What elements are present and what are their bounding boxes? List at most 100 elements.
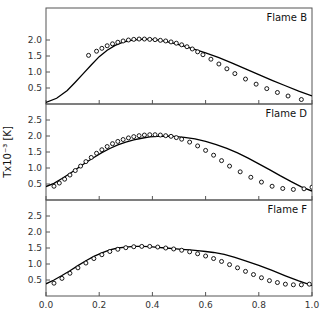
plot-data (46, 244, 312, 286)
scatter-point (169, 40, 173, 44)
scatter-point (79, 164, 83, 168)
y-tick-label: 1.0 (28, 67, 43, 77)
x-tick-label: 0.0 (39, 300, 54, 310)
scatter-point (100, 46, 104, 50)
scatter-point (254, 82, 258, 86)
scatter-point (225, 67, 229, 71)
scatter-point (57, 181, 61, 185)
scatter-point (158, 133, 162, 137)
y-tick (46, 88, 50, 89)
scatter-point (100, 148, 104, 152)
scatter-point (275, 90, 279, 94)
scatter-point (137, 37, 141, 41)
x-tick (258, 196, 259, 200)
y-tick-label: 1.5 (28, 147, 42, 157)
scatter-point (105, 44, 109, 48)
scatter-point (220, 159, 224, 163)
scatter-point (291, 187, 295, 191)
y-tick-label: 0.5 (28, 179, 42, 189)
background (0, 0, 320, 320)
x-tick-label: 1.0 (305, 300, 320, 310)
scatter-point (286, 94, 290, 98)
scatter-point (217, 62, 221, 66)
scatter-point (132, 135, 136, 139)
line (46, 136, 312, 191)
scatter-point (267, 279, 271, 283)
scatter-point (259, 276, 263, 280)
line (46, 246, 312, 285)
y-tick (46, 232, 50, 233)
x-tick (152, 100, 153, 104)
scatter-point (196, 144, 200, 148)
scatter-point (84, 160, 88, 164)
scatter-point (108, 250, 112, 254)
x-tick-label: 0.2 (92, 300, 106, 310)
scatter-point (52, 184, 56, 188)
scatter-point (174, 136, 178, 140)
scatter-point (228, 263, 232, 267)
scatter-point (156, 245, 160, 249)
chart: 0.51.01.52.0Flame B0.51.01.52.02.5Flame … (0, 0, 320, 320)
y-tick-label: 0.5 (28, 83, 42, 93)
scatter-point (116, 139, 120, 143)
y-tick (46, 120, 50, 121)
scatter-point (201, 53, 205, 57)
scatter-point (63, 177, 67, 181)
x-tick (46, 196, 47, 200)
scatter-point (291, 283, 295, 287)
scatter-point (283, 282, 287, 286)
scatter-point (244, 77, 248, 81)
plot-data (46, 37, 312, 102)
scatter-point (265, 87, 269, 91)
y-tick (46, 280, 50, 281)
scatter-point (116, 247, 120, 251)
scatter-point (164, 39, 168, 43)
scatter-point (233, 72, 237, 76)
y-tick-label: 1.5 (28, 51, 42, 61)
scatter-point (95, 151, 99, 155)
scatter-point (204, 148, 208, 152)
scatter-point (299, 283, 303, 287)
y-tick (46, 72, 50, 73)
scatter-point (73, 169, 77, 173)
scatter-point (174, 41, 178, 45)
x-tick (258, 100, 259, 104)
scatter-point (249, 175, 253, 179)
x-tick (152, 292, 153, 296)
scatter-point (84, 261, 88, 265)
panel-title: Flame F (268, 204, 308, 215)
scatter-point (153, 38, 157, 42)
scatter-point (164, 134, 168, 138)
scatter-point (137, 134, 141, 138)
scatter-point (302, 187, 306, 191)
scatter-point (185, 45, 189, 49)
x-tick-label: 0.8 (252, 300, 267, 310)
plot-frame (46, 200, 312, 296)
scatter-point (228, 164, 232, 168)
scatter-point (116, 40, 120, 44)
scatter-point (140, 244, 144, 248)
y-tick-label: 0.5 (28, 275, 42, 285)
x-tick (99, 100, 100, 104)
scatter-point (281, 186, 285, 190)
scatter-point (180, 248, 184, 252)
scatter-point (212, 153, 216, 157)
scatter-point (212, 257, 216, 261)
y-tick (46, 56, 50, 57)
x-tick (205, 100, 206, 104)
y-tick (46, 136, 50, 137)
scatter-point (148, 244, 152, 248)
scatter-point (251, 273, 255, 277)
scatter-point (169, 134, 173, 138)
panel-title: Flame B (266, 12, 307, 23)
x-tick (312, 196, 313, 200)
line (46, 39, 312, 102)
scatter-point (164, 246, 168, 250)
x-tick-label: 0.6 (198, 300, 213, 310)
y-tick (46, 264, 50, 265)
x-tick (312, 100, 313, 104)
scatter-point (148, 37, 152, 41)
scatter-point (105, 145, 109, 149)
scatter-point (307, 282, 311, 286)
x-tick (258, 292, 259, 296)
